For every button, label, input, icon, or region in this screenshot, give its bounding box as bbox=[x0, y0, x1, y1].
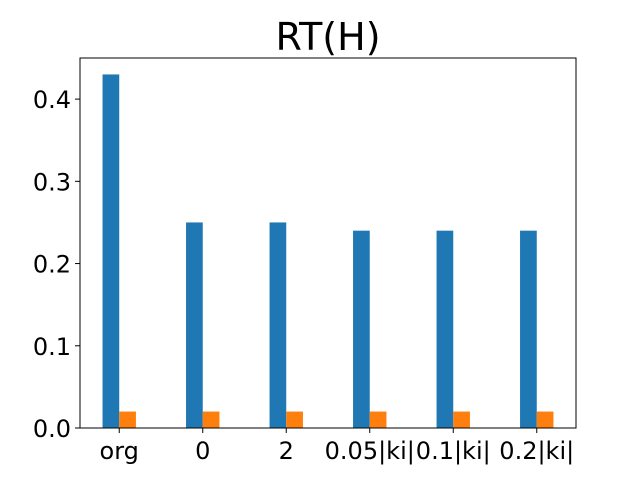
y-tick-label-1: 0.1 bbox=[33, 333, 71, 361]
bar-series2-0 bbox=[119, 411, 136, 428]
y-tick-label-2: 0.2 bbox=[33, 251, 71, 279]
bar-series1-1 bbox=[186, 222, 203, 428]
bar-series2-2 bbox=[286, 411, 303, 428]
chart-title: RT(H) bbox=[275, 15, 380, 59]
y-tick-label-4: 0.4 bbox=[33, 86, 71, 114]
bar-series1-5 bbox=[520, 230, 537, 428]
y-tick-label-0: 0.0 bbox=[33, 415, 71, 443]
x-axis: org 0 2 0.05|ki| 0.1|ki| 0.2|ki| bbox=[100, 428, 574, 465]
plot-area-frame bbox=[79, 57, 577, 429]
x-tick-label-0: org bbox=[100, 437, 139, 465]
bar-series1-3 bbox=[353, 230, 370, 428]
y-tick-label-3: 0.3 bbox=[33, 168, 71, 196]
bar-series2-5 bbox=[536, 411, 554, 428]
bar-series2-4 bbox=[453, 411, 470, 428]
x-tick-label-5: 0.2|ki| bbox=[499, 437, 574, 465]
x-tick-label-1: 0 bbox=[195, 437, 210, 465]
x-tick-label-4: 0.1|ki| bbox=[416, 437, 491, 465]
bar-series1-4 bbox=[436, 230, 454, 428]
x-tick-label-3: 0.05|ki| bbox=[325, 437, 415, 465]
bar-series2-3 bbox=[369, 411, 387, 428]
y-axis: 0.0 0.1 0.2 0.3 0.4 bbox=[33, 86, 80, 443]
bar-series1-2 bbox=[269, 222, 287, 428]
bars-group bbox=[102, 74, 554, 428]
x-tick-label-2: 2 bbox=[279, 437, 294, 465]
bar-series2-1 bbox=[202, 411, 220, 428]
bar-series1-0 bbox=[102, 74, 120, 428]
